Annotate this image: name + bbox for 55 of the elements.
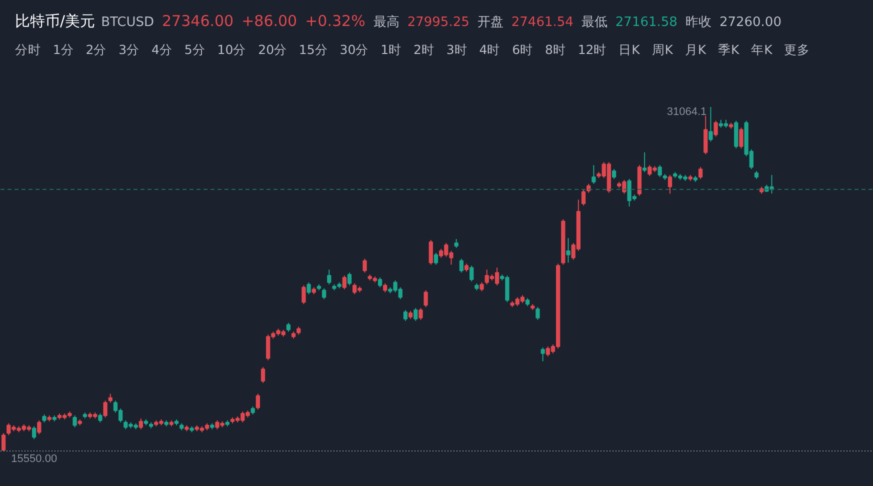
candlestick (302, 284, 306, 305)
candlestick (459, 258, 464, 274)
candlestick (327, 269, 332, 285)
candlestick (322, 288, 326, 300)
text: 27995.25 (407, 15, 470, 30)
text: 15550.00 (11, 452, 58, 465)
candlestick (32, 426, 36, 440)
candlestick (256, 393, 260, 410)
candlestick (592, 164, 596, 184)
candlestick (612, 168, 616, 180)
text: 最低 (581, 15, 608, 30)
candlestick (414, 308, 418, 322)
candlestick (704, 115, 708, 155)
candlestick (708, 106, 713, 142)
text: 27461.54 (511, 15, 574, 30)
candlestick (668, 174, 672, 194)
candlestick (1, 432, 6, 452)
text: BTCUSD (101, 15, 154, 30)
candlestick (37, 420, 42, 435)
candlestick (428, 240, 433, 266)
chart-subtitle: 分时 1分 2分 3分 4分 5分 10分 20分 15分 30分 1时 2时 3时 4时 6时 8时 12时 日K 周K 月K 季K 年K 更多 (14, 40, 812, 58)
candlestick (658, 164, 662, 178)
candlestick (347, 272, 352, 286)
text: 最高 (373, 15, 400, 30)
candlestick (260, 366, 266, 384)
candlestick (72, 414, 77, 428)
text: +0.32% (305, 12, 366, 30)
candlestick (378, 276, 382, 288)
text: 昨收 (685, 15, 712, 30)
text: 27346.00 (162, 12, 234, 30)
candlestick (342, 275, 346, 290)
candlestick (306, 282, 311, 295)
candlestick (103, 400, 108, 418)
candlestick (424, 290, 428, 308)
candlestick (734, 120, 738, 149)
candlestick (536, 306, 540, 320)
candlestick (362, 258, 367, 274)
candlestick (540, 346, 545, 362)
text: 27260.00 (719, 15, 782, 30)
candlestick (581, 189, 586, 206)
candlestick (698, 166, 703, 180)
text: +86.00 (242, 12, 298, 30)
candlestick (566, 238, 570, 264)
chart-title: 比特币/美元 (15, 12, 96, 30)
candlestick (403, 310, 408, 322)
candlestick (138, 418, 143, 430)
candlestick (418, 308, 423, 320)
candlestick (434, 252, 438, 266)
text: 开盘 (477, 15, 504, 30)
candlestick (470, 265, 474, 282)
candlestick (642, 152, 647, 173)
candlestick (739, 127, 744, 149)
text: 27161.58 (615, 15, 678, 30)
annotation: 31064.1 (666, 106, 707, 118)
candlestick (714, 120, 718, 138)
